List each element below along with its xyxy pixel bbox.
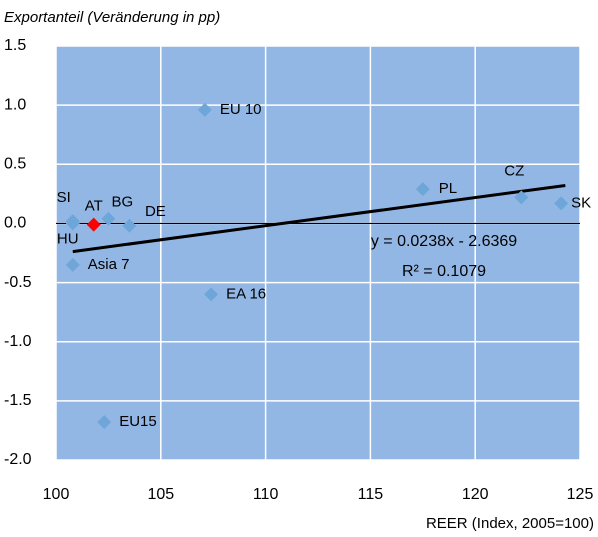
y-tick-label: 0.0 [4, 215, 26, 232]
data-point [65, 216, 80, 231]
point-label: CZ [504, 162, 524, 179]
point-label: HU [57, 230, 79, 247]
y-tick-label: 0.5 [4, 156, 26, 173]
point-label: AT [85, 198, 103, 215]
trendline-r-squared: R² = 0.1079 [402, 263, 486, 280]
point-label: DE [145, 203, 166, 220]
data-point [514, 190, 529, 205]
data-point [101, 211, 116, 226]
y-tick-label: -1.0 [4, 333, 32, 350]
x-tick-label: 115 [358, 486, 384, 503]
x-tick-label: 110 [253, 486, 279, 503]
x-tick-label: 125 [567, 486, 594, 503]
point-label: SK [571, 194, 591, 211]
y-tick-label: 1.5 [4, 37, 26, 54]
point-label: Asia 7 [88, 256, 130, 273]
data-point [554, 196, 569, 211]
y-tick-label: 1.0 [4, 96, 26, 113]
data-point [197, 102, 212, 117]
data-point [122, 218, 137, 233]
x-tick-label: 120 [462, 486, 489, 503]
point-label: EU15 [119, 413, 157, 430]
point-label: EA 16 [226, 285, 266, 302]
y-tick-label: -0.5 [4, 274, 32, 291]
x-axis-title: REER (Index, 2005=100) [426, 515, 594, 532]
trendline-equation: y = 0.0238x - 2.6369 [371, 233, 517, 250]
plot-area [56, 46, 580, 460]
x-tick-label: 105 [147, 486, 174, 503]
x-tick-label: 100 [43, 486, 70, 503]
point-label: BG [112, 194, 134, 211]
trendline [72, 183, 566, 254]
point-label: PL [439, 180, 457, 197]
data-point [415, 182, 430, 197]
y-axis-title: Exportanteil (Veränderung in pp) [4, 9, 220, 26]
point-label: EU 10 [220, 101, 262, 118]
y-tick-label: -2.0 [4, 451, 32, 468]
data-point [86, 217, 101, 232]
point-label: SI [57, 189, 71, 206]
data-point [97, 415, 112, 430]
data-point [204, 287, 219, 302]
data-point [65, 257, 80, 272]
y-tick-label: -1.5 [4, 392, 32, 409]
